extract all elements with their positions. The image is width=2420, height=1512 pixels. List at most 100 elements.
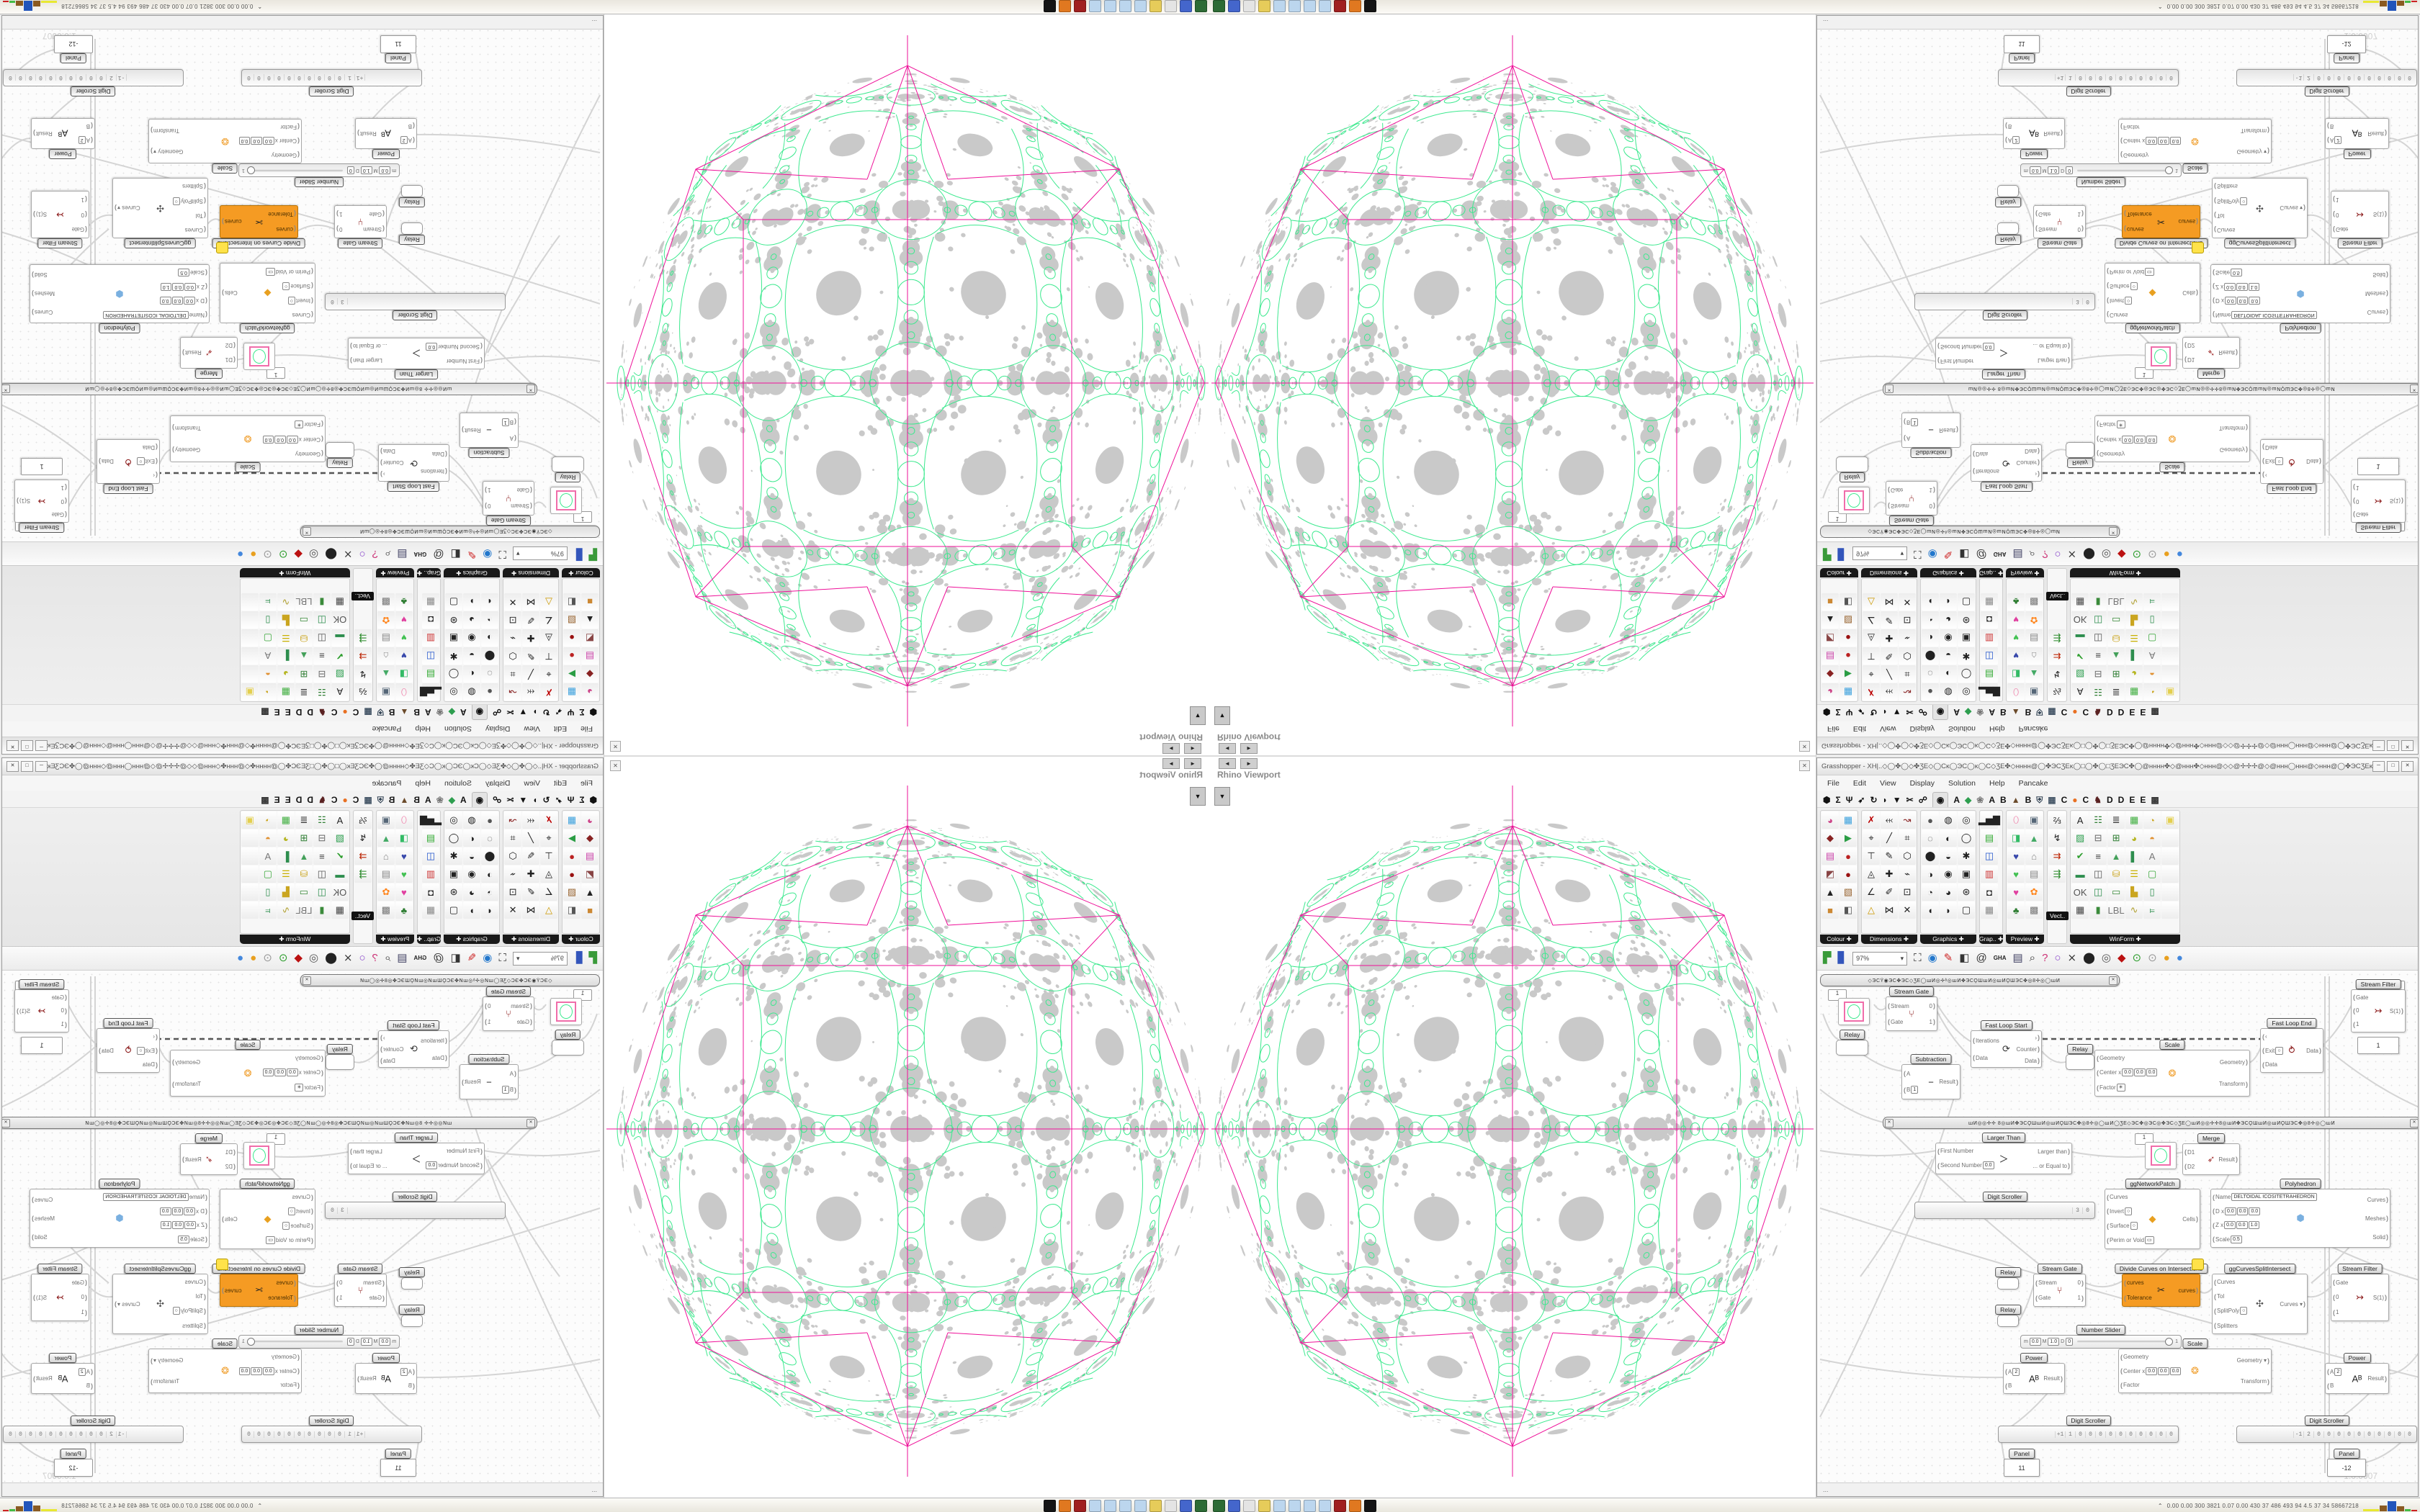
input-port-curves[interactable]: (Curves — [184, 1278, 206, 1286]
warning-balloon-icon[interactable] — [216, 1259, 228, 1270]
output-port-s-1-[interactable]: S(1)) — [2372, 211, 2387, 218]
palette-icon-3-4[interactable]: ◘ — [422, 883, 439, 901]
plugin-tab-icon-3[interactable]: ➶ — [555, 795, 563, 805]
plugin-tab-10[interactable]: ● — [2072, 707, 2078, 717]
input-port-1[interactable]: (1 — [60, 484, 67, 492]
digit-cell[interactable]: -1 — [117, 1431, 127, 1438]
help-bag-icon[interactable]: ? — [2042, 952, 2048, 964]
plugin-tab-0[interactable]: A — [460, 707, 467, 717]
blue-ball-icon[interactable]: ● — [2176, 548, 2183, 560]
digit-cell[interactable]: 0 — [325, 1431, 335, 1438]
palette-icon-6-24[interactable]: OK — [331, 611, 349, 629]
input-port-data[interactable]: (Data — [432, 451, 447, 458]
palette-icon-6-8[interactable]: ⊞ — [2107, 665, 2125, 683]
port-value-box[interactable]: 1.0 — [2248, 1221, 2260, 1230]
input-port-perim-or-void[interactable]: (Perim or Void ▭ — [2107, 1236, 2154, 1245]
plugin-tab-9[interactable]: C — [352, 707, 359, 717]
find-icon[interactable]: ⌕ — [2029, 548, 2036, 560]
output-port-transform[interactable]: Transform) — [2218, 1080, 2248, 1088]
viewport-menu-dropdown[interactable]: ▼ — [1190, 787, 1206, 806]
palette-icon-1-3[interactable]: ⌖ — [540, 665, 557, 683]
preview-eye-icon[interactable]: ◉ — [483, 548, 493, 560]
palette-icon-2-14[interactable]: ⊛ — [1958, 883, 1975, 901]
canvas-group-bar-1[interactable]: ✕ ꟺͶ◎◎✢✢ 8◎ꟺͶ✤ЭCϘШꟺͶ◎ꟺͶϘШЭC✤◎8✢◎◯ꟺͶ◯ƷΕ◇ЭC… — [2, 1117, 537, 1129]
digit-cell[interactable]: 0 — [2344, 1431, 2354, 1438]
input-port-a[interactable]: (A 2 — [2327, 1367, 2342, 1376]
balloon-icon[interactable]: ○ — [2054, 952, 2061, 964]
port-value-box[interactable]: ○ — [2240, 197, 2248, 205]
palette-icon-6-24[interactable]: OK — [2071, 611, 2089, 629]
component-power[interactable]: Power Aᴮ(A 2(B Result) — [31, 118, 95, 159]
panel-component[interactable]: Panel -12 — [2327, 1449, 2366, 1477]
input-port-stream[interactable]: (Stream — [1888, 1002, 1909, 1009]
digit-cell[interactable]: 0 — [2374, 74, 2384, 81]
palette-icon-0-4[interactable]: ▤ — [1821, 647, 1839, 665]
digit-cell[interactable]: 0 — [2344, 74, 2354, 81]
port-value-box[interactable]: 0.0 — [159, 297, 171, 305]
palette-icon-2-13[interactable]: ◕ — [1940, 611, 1957, 629]
port-value-box[interactable]: 0.0 — [238, 1367, 251, 1375]
viewport-menu-dropdown[interactable]: ▼ — [1190, 706, 1206, 725]
palette-icon-6-29[interactable] — [2161, 611, 2179, 629]
digit-cell[interactable]: 0 — [16, 74, 26, 81]
grasshopper-titlebar[interactable]: Grasshopper - XH|..◇◯✤◯◇✤ƷΕ◇◯Cκ◯ЭC◯κ◯C◇Ʒ… — [1817, 737, 2418, 754]
palette-icon-6-34[interactable]: ⫢ — [259, 593, 277, 611]
input-port-invert[interactable]: (Invert ○ — [287, 297, 313, 305]
output-port-0[interactable]: 0) — [485, 1002, 491, 1009]
output-port-cells[interactable]: Cells) — [222, 1215, 238, 1223]
input-port-center-x[interactable]: (Center x 0.0 0.0 0.0 — [262, 1068, 323, 1077]
blue-ball-icon[interactable]: ● — [2176, 952, 2183, 964]
output-port-0[interactable]: 0) — [336, 1279, 343, 1287]
palette-icon-6-18[interactable]: ▬ — [2071, 629, 2089, 647]
palette-icon-1-6[interactable]: ⊤ — [540, 847, 557, 865]
digit-scroller-component[interactable]: Digit Scroller +1 1 0 0 0 0 0 0 0 0 0 0 — [1998, 1416, 2179, 1443]
palette-icon-2-4[interactable]: ◐ — [1940, 665, 1957, 683]
slider-setting-box[interactable]: 0 — [346, 1338, 354, 1346]
menu-item-view[interactable]: View — [524, 778, 540, 788]
palette-icon-5-2[interactable]: ⇉ — [2048, 847, 2066, 865]
palette-icon-5-2[interactable]: ⇉ — [354, 647, 372, 665]
palette-icon-1-2[interactable]: ↝ — [504, 683, 521, 701]
palette-icon-3-1[interactable]: ▤ — [422, 829, 439, 847]
palette-icon-5-1[interactable]: ↯ — [2048, 829, 2066, 847]
sketch-pen-icon[interactable]: ✎ — [467, 548, 477, 560]
plugin-tab-9[interactable]: C — [2061, 707, 2068, 717]
palette-icon-4-0[interactable]: ⬯ — [2007, 683, 2025, 701]
input-port-curves[interactable]: (curves — [276, 1279, 296, 1287]
component-stream-filter[interactable]: Stream Filter ↣(Gate(0(1 S(1)) — [14, 979, 69, 1032]
digit-cell[interactable]: 0 — [284, 74, 295, 81]
notepad-app-icon-4[interactable] — [1089, 0, 1101, 13]
terminal-app-icon[interactable] — [1213, 0, 1225, 13]
palette-icon-3-2[interactable]: ◫ — [1981, 847, 1998, 865]
palette-icon-0-4[interactable]: ▤ — [1821, 847, 1839, 865]
palette-category-winform[interactable]: WinForm ✚ — [2070, 935, 2181, 944]
digit-cell[interactable]: 0 — [46, 74, 56, 81]
port-value-box[interactable]: 0.0 — [426, 1161, 438, 1170]
output-port-result[interactable]: Result) — [357, 130, 377, 138]
plugin-tab-14[interactable]: D — [295, 795, 302, 805]
component-power[interactable]: Power Aᴮ(A 2(B Result) — [31, 1353, 95, 1394]
folder-app-icon[interactable] — [1150, 1499, 1162, 1512]
palette-icon-6-23[interactable] — [241, 865, 259, 883]
port-value-box[interactable]: 0.5 — [2231, 269, 2242, 277]
port-value-box[interactable]: ○ — [2240, 1307, 2248, 1315]
palette-icon-6-14[interactable]: ▲ — [2107, 647, 2125, 665]
port-value-box[interactable]: DELTOIDAL ICOSITETRAHEDRON — [2231, 310, 2317, 319]
component-ggcurvessplitintersect[interactable]: ggCurvesSplitIntersect ✣(Curves(Tol(Split… — [112, 178, 208, 248]
palette-icon-6-14[interactable]: ▲ — [295, 847, 313, 865]
palette-icon-0-6[interactable]: ◩ — [581, 629, 599, 647]
port-value-box[interactable]: 2 — [2012, 1367, 2020, 1376]
digit-cell[interactable]: 0 — [6, 1431, 16, 1438]
port-value-box[interactable]: ○ — [2275, 1046, 2283, 1055]
palette-icon-1-6[interactable]: ⊤ — [1863, 847, 1880, 865]
port-value-box[interactable]: 0.0 — [262, 435, 274, 444]
palette-icon-4-6[interactable]: ♥ — [395, 865, 413, 883]
output-port-larger-than[interactable]: Larger than) — [2038, 357, 2070, 364]
input-port-gate[interactable]: (Gate — [2333, 225, 2349, 233]
port-value-box[interactable]: 0.5 — [178, 269, 189, 277]
palette-icon-1-13[interactable]: ✐ — [1881, 883, 1898, 901]
output-port--[interactable]: ›) — [2035, 471, 2040, 478]
palette-icon-6-27[interactable]: ▙ — [2125, 883, 2143, 901]
palette-icon-1-1[interactable]: ⬹ — [1881, 683, 1898, 701]
group-close-icon[interactable]: ✕ — [2109, 527, 2118, 536]
